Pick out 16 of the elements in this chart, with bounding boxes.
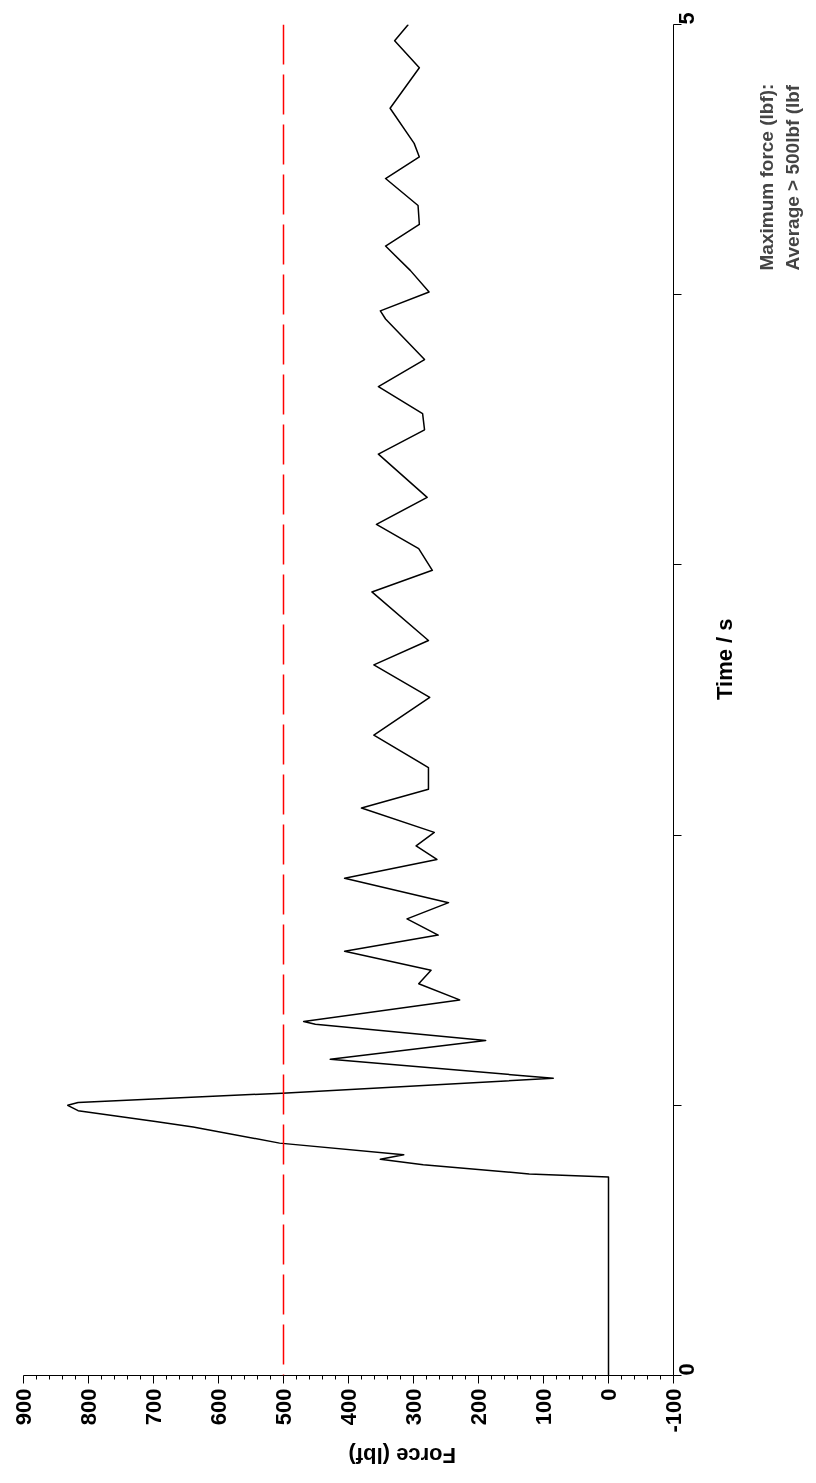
- x-tick-label: 600: [206, 1388, 231, 1426]
- x-tick-label: 700: [141, 1388, 166, 1426]
- x-tick-label: -100: [661, 1388, 686, 1433]
- x-tick-label: 200: [466, 1388, 491, 1426]
- x-tick-label: 100: [531, 1388, 556, 1426]
- x-tick-label: 900: [11, 1388, 36, 1426]
- text: Maximum force (lbf):: [756, 83, 777, 271]
- x-axis-title: Force (lbf): [348, 1443, 457, 1469]
- x-tick-label: 0: [596, 1388, 621, 1401]
- x-tick-label: 400: [336, 1388, 361, 1426]
- x-tick-label: 500: [271, 1388, 296, 1426]
- x-tick-label: 300: [401, 1388, 426, 1426]
- y-tick-label: 5: [674, 12, 699, 25]
- x-tick-label: 800: [76, 1388, 101, 1426]
- text: Average > 500lbf (lbf: [782, 84, 803, 271]
- y-axis-title: Time / s: [712, 618, 737, 700]
